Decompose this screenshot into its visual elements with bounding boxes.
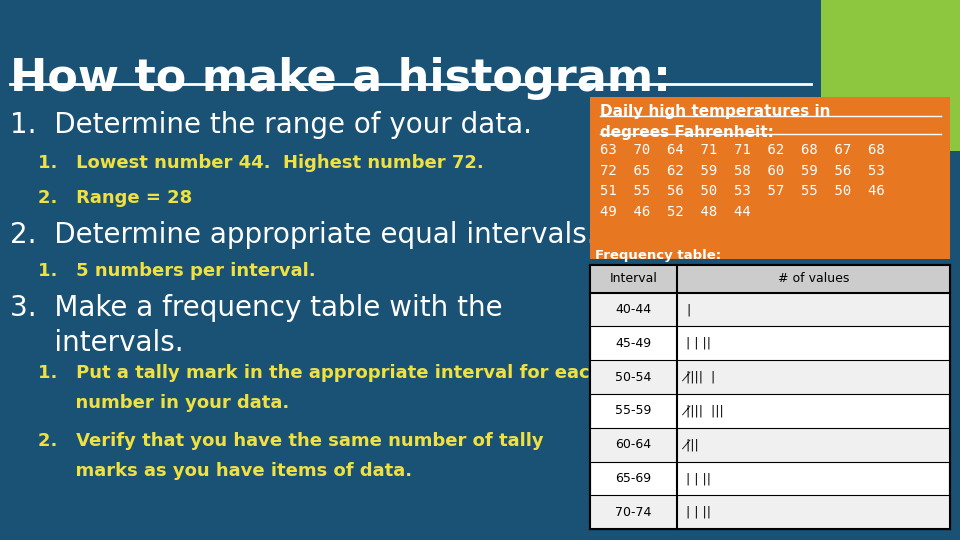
Text: number in your data.: number in your data. [38,394,290,412]
FancyBboxPatch shape [590,265,950,293]
Text: 2.  Determine appropriate equal intervals.: 2. Determine appropriate equal intervals… [10,221,595,249]
Text: 1.   5 numbers per interval.: 1. 5 numbers per interval. [38,262,316,280]
FancyBboxPatch shape [590,360,950,394]
Text: marks as you have items of data.: marks as you have items of data. [38,462,413,480]
Text: | | ||: | | || [686,337,711,350]
Text: 1.  Determine the range of your data.: 1. Determine the range of your data. [10,111,532,139]
Text: 2.   Range = 28: 2. Range = 28 [38,189,193,207]
Text: |̸||: |̸|| [686,438,699,451]
FancyBboxPatch shape [590,293,950,327]
Text: How to make a histogram:: How to make a histogram: [10,57,671,100]
Text: Interval: Interval [610,272,658,285]
Text: | | ||: | | || [686,506,711,519]
Text: Frequency table:: Frequency table: [595,249,721,262]
Text: 40-44: 40-44 [615,303,652,316]
FancyBboxPatch shape [590,265,950,529]
FancyBboxPatch shape [821,0,960,151]
Text: 3.  Make a frequency table with the: 3. Make a frequency table with the [10,294,502,322]
Text: |̸|||  |: |̸||| | [686,370,715,383]
Text: # of values: # of values [778,272,850,285]
Text: intervals.: intervals. [10,329,183,357]
Text: 55-59: 55-59 [615,404,652,417]
Text: |: | [686,303,690,316]
FancyBboxPatch shape [590,495,950,529]
Text: 63  70  64  71  71  62  68  67  68
72  65  62  59  58  60  59  56  53
51  55  56: 63 70 64 71 71 62 68 67 68 72 65 62 59 5… [600,143,885,219]
Text: 50-54: 50-54 [615,370,652,383]
Text: 65-69: 65-69 [615,472,652,485]
Text: 70-74: 70-74 [615,506,652,519]
Text: Daily high temperatures in
degrees Fahrenheit:: Daily high temperatures in degrees Fahre… [600,104,830,140]
Text: 1.   Lowest number 44.  Highest number 72.: 1. Lowest number 44. Highest number 72. [38,154,484,172]
FancyBboxPatch shape [590,97,950,259]
Text: 1.   Put a tally mark in the appropriate interval for each: 1. Put a tally mark in the appropriate i… [38,364,603,382]
Text: 2.   Verify that you have the same number of tally: 2. Verify that you have the same number … [38,432,544,450]
Text: | | ||: | | || [686,472,711,485]
Text: 45-49: 45-49 [615,337,652,350]
FancyBboxPatch shape [590,428,950,462]
Text: |̸|||  |||: |̸||| ||| [686,404,724,417]
Text: 60-64: 60-64 [615,438,652,451]
